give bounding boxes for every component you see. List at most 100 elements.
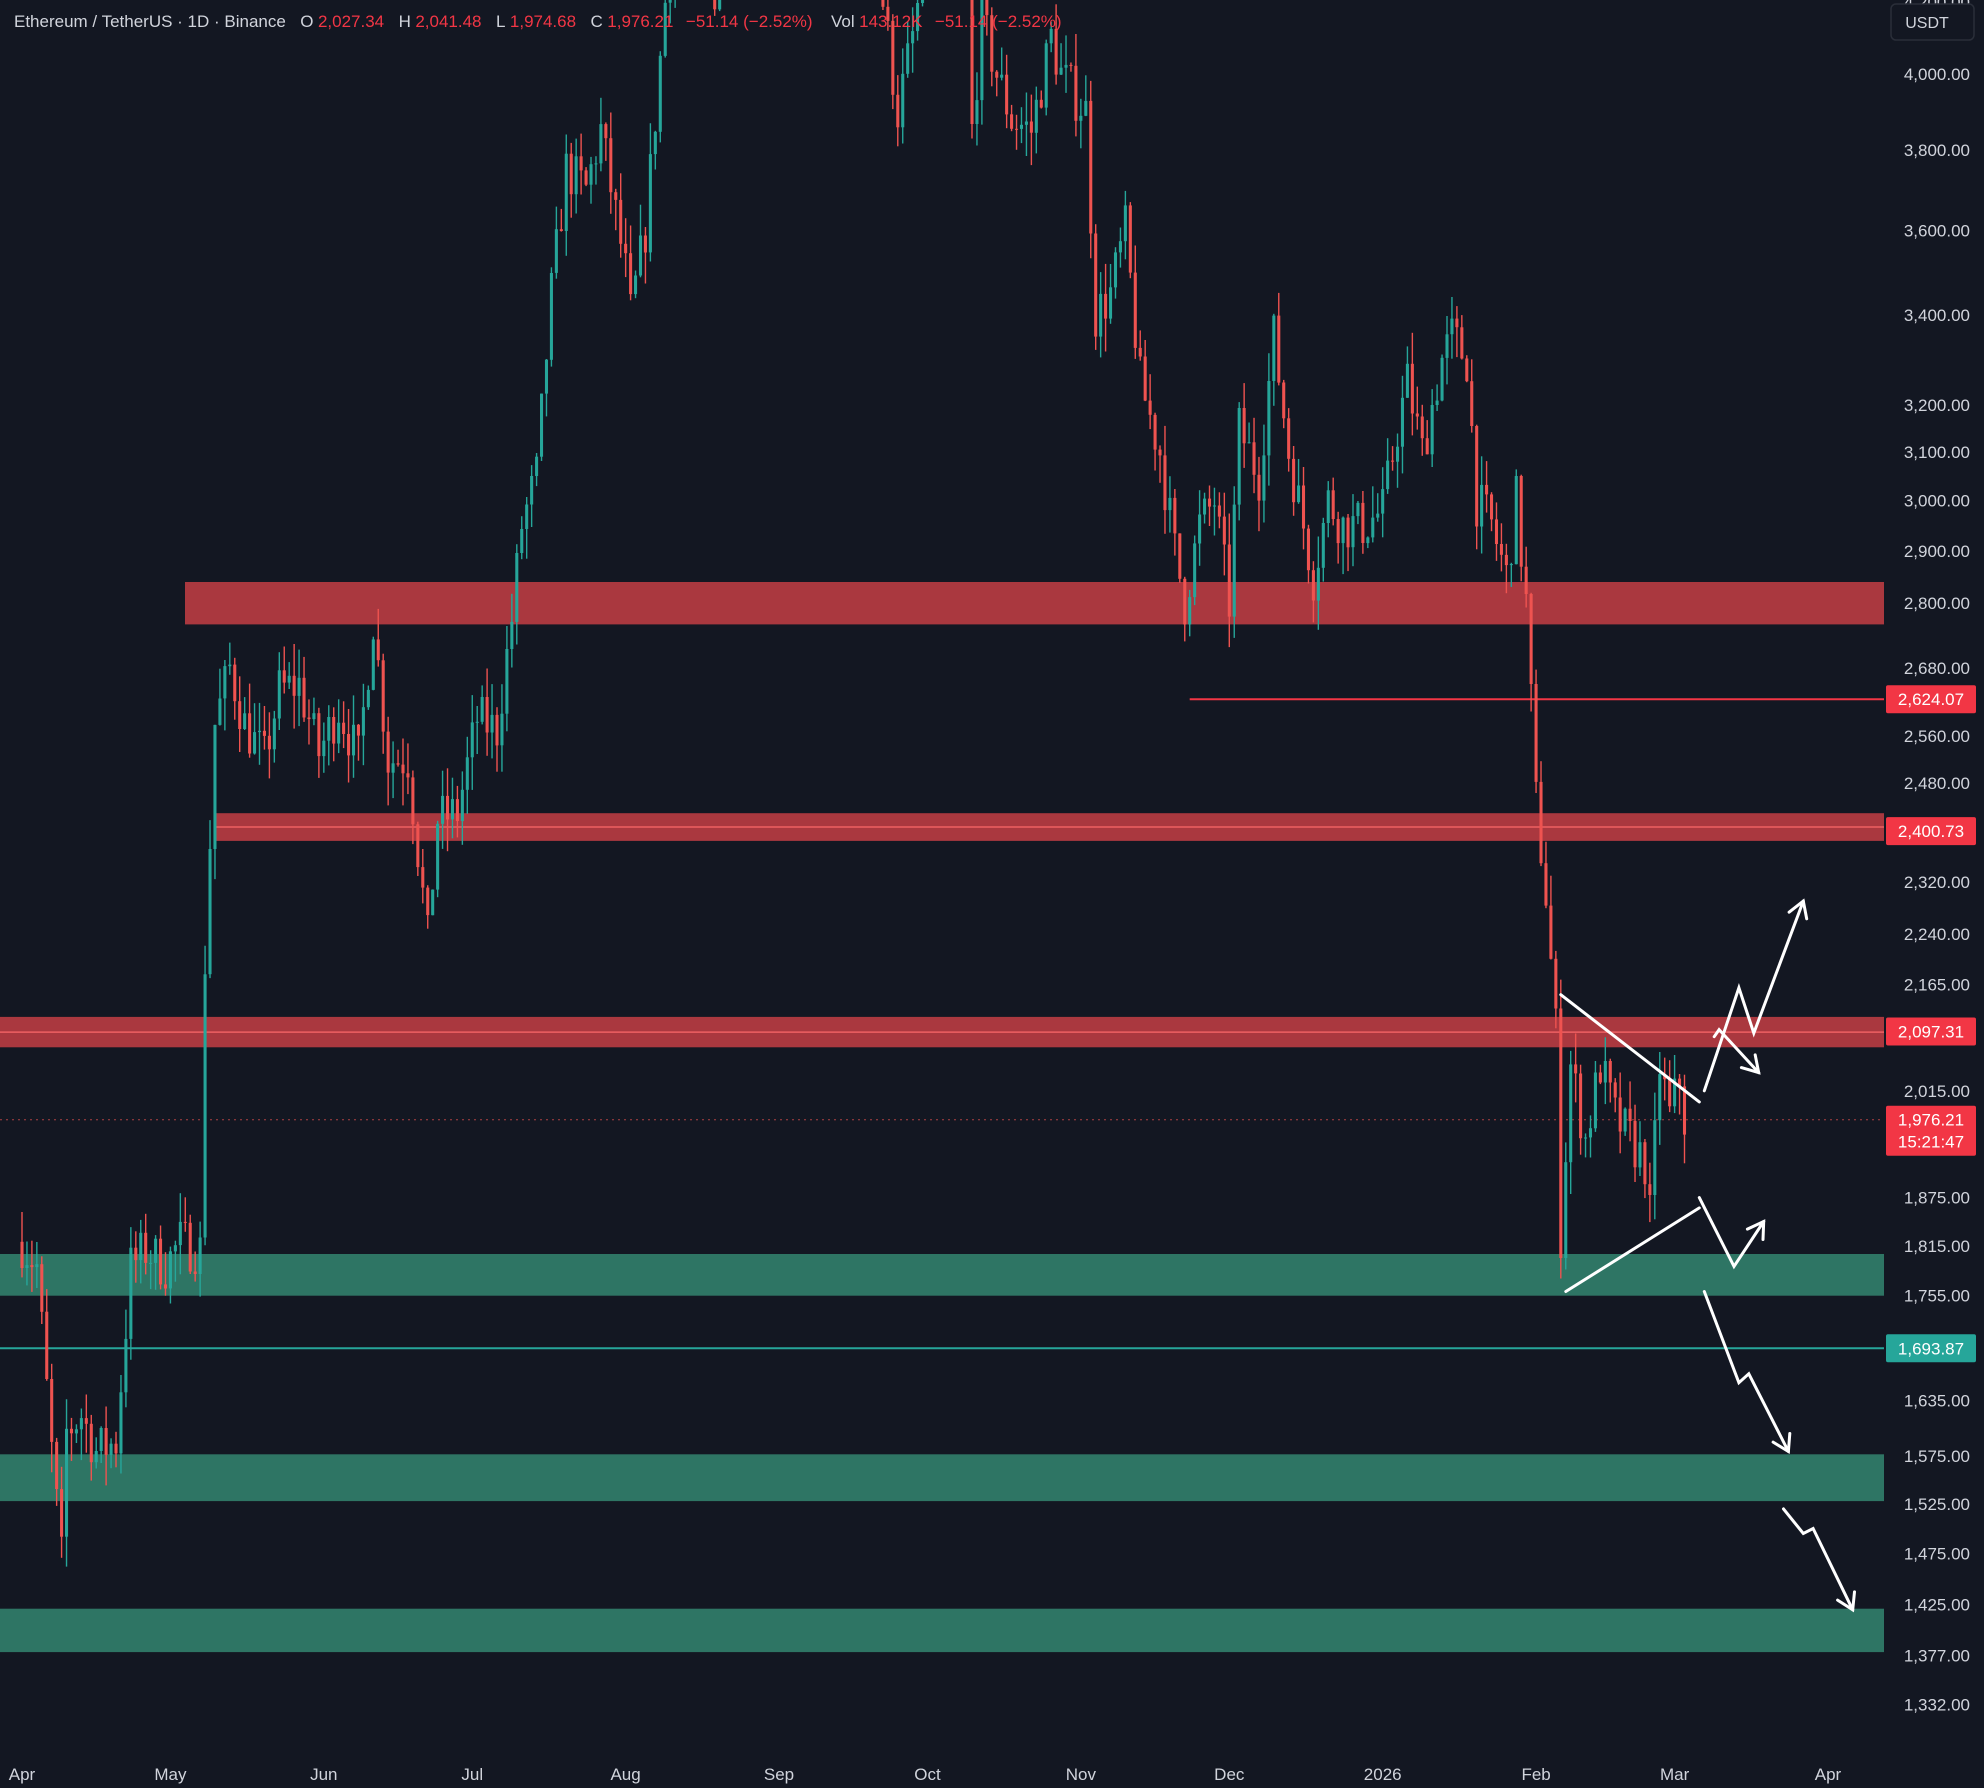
arrow-down-annotation[interactable] bbox=[1782, 1507, 1856, 1613]
candle-body bbox=[1544, 863, 1548, 906]
trendline-annotation[interactable] bbox=[1559, 993, 1701, 1104]
candle-body bbox=[1509, 564, 1513, 566]
candle-body bbox=[218, 698, 222, 725]
candle-body bbox=[441, 795, 445, 824]
candle-body bbox=[1465, 358, 1469, 382]
currency-button-frame[interactable] bbox=[1890, 3, 1975, 41]
candle bbox=[1034, 86, 1038, 154]
candle bbox=[594, 156, 598, 185]
arrow-down-annotation[interactable] bbox=[1702, 1290, 1792, 1455]
candle-body bbox=[267, 735, 271, 750]
candle-body bbox=[1198, 514, 1202, 544]
candle bbox=[1371, 486, 1375, 543]
candle bbox=[1316, 536, 1320, 630]
currency-button[interactable]: USDT bbox=[1890, 3, 1975, 41]
candle bbox=[1277, 292, 1281, 386]
candle-body bbox=[253, 732, 257, 754]
candle-body bbox=[975, 100, 979, 124]
time-tick-label: Feb bbox=[1521, 1765, 1550, 1784]
candle-body bbox=[411, 777, 415, 825]
candle-body bbox=[1301, 485, 1306, 529]
candle-body bbox=[109, 1443, 113, 1455]
candle-body bbox=[480, 697, 484, 722]
candle bbox=[218, 668, 222, 726]
currency-button-label[interactable]: USDT bbox=[1905, 15, 1949, 32]
candle bbox=[1198, 490, 1202, 566]
candle bbox=[1569, 1050, 1573, 1194]
candle-body bbox=[1648, 1184, 1652, 1195]
candle bbox=[1188, 589, 1192, 637]
candle-body bbox=[1005, 74, 1009, 115]
resistance-price-tag: 2,624.07 bbox=[1886, 685, 1976, 714]
candle bbox=[1158, 445, 1162, 483]
chart-header: Ethereum / TetherUS · 1D · Binance O 2,0… bbox=[14, 12, 1062, 31]
price-axis[interactable]: 4,200.004,000.003,800.003,600.003,400.00… bbox=[1904, 0, 1970, 1715]
candle-body bbox=[1524, 566, 1528, 594]
trendline-annotation[interactable] bbox=[1564, 1206, 1701, 1293]
candle-body bbox=[564, 153, 568, 231]
candle bbox=[1118, 227, 1122, 268]
candle-body bbox=[485, 697, 489, 733]
candle bbox=[79, 1408, 83, 1461]
candle-body bbox=[1079, 115, 1083, 121]
candle-body bbox=[1168, 497, 1172, 511]
arrow-head bbox=[1745, 1219, 1766, 1241]
candle bbox=[1074, 34, 1078, 137]
candle bbox=[634, 270, 638, 299]
candle bbox=[1430, 389, 1434, 467]
time-tick-label: Oct bbox=[914, 1765, 941, 1784]
candle bbox=[60, 1466, 64, 1558]
arrow-down-right-annotation[interactable] bbox=[1712, 1027, 1761, 1075]
candle-body bbox=[262, 730, 266, 736]
arrow-up-annotation[interactable] bbox=[1697, 1196, 1766, 1270]
candle-body bbox=[1386, 460, 1390, 490]
candle bbox=[1168, 476, 1172, 533]
candle bbox=[1668, 1060, 1672, 1113]
candle bbox=[505, 626, 509, 732]
candle-body bbox=[332, 717, 336, 744]
candle-body bbox=[228, 664, 232, 667]
candle bbox=[619, 173, 623, 258]
candle bbox=[1217, 492, 1221, 529]
candle bbox=[1623, 1107, 1627, 1136]
candle-body bbox=[1173, 497, 1177, 534]
candle bbox=[1356, 501, 1360, 525]
candle bbox=[1509, 562, 1513, 587]
candle-body bbox=[208, 849, 212, 975]
candle bbox=[1183, 576, 1187, 642]
candle bbox=[1455, 306, 1459, 358]
candle bbox=[564, 134, 568, 256]
candle bbox=[653, 130, 657, 170]
support-zone bbox=[0, 1608, 1884, 1653]
candle-body bbox=[920, 0, 925, 3]
candle-body bbox=[406, 773, 410, 778]
candle-body bbox=[1272, 315, 1276, 381]
candle bbox=[139, 1219, 143, 1284]
candle bbox=[356, 724, 360, 761]
candle-body bbox=[178, 1221, 182, 1246]
candle-body bbox=[1316, 567, 1320, 601]
candle-body bbox=[624, 243, 628, 254]
candle-body bbox=[1480, 484, 1484, 527]
candle-body bbox=[347, 734, 351, 756]
time-axis[interactable]: Apr May Jun Jul Aug Sep Oct Nov Dec 2026 Feb Mar Apr bbox=[9, 1765, 1842, 1784]
price-tick-label: 1,575.00 bbox=[1904, 1447, 1970, 1466]
candle-body bbox=[663, 2, 667, 56]
candle-body bbox=[134, 1247, 138, 1261]
arrow-path bbox=[1782, 1507, 1855, 1612]
candle-body bbox=[1222, 516, 1226, 545]
candle bbox=[1306, 524, 1310, 584]
time-tick-label: Nov bbox=[1066, 1765, 1097, 1784]
candle-body bbox=[139, 1232, 143, 1261]
support-zone bbox=[0, 1254, 1884, 1296]
candle bbox=[1094, 224, 1098, 350]
candle bbox=[584, 167, 588, 187]
arrow-up-annotation[interactable] bbox=[1702, 898, 1809, 1093]
candle-body bbox=[1435, 400, 1439, 405]
candle-body bbox=[248, 713, 252, 754]
candle bbox=[480, 685, 484, 725]
arrow-path bbox=[1697, 1196, 1766, 1270]
candle bbox=[668, 0, 672, 24]
